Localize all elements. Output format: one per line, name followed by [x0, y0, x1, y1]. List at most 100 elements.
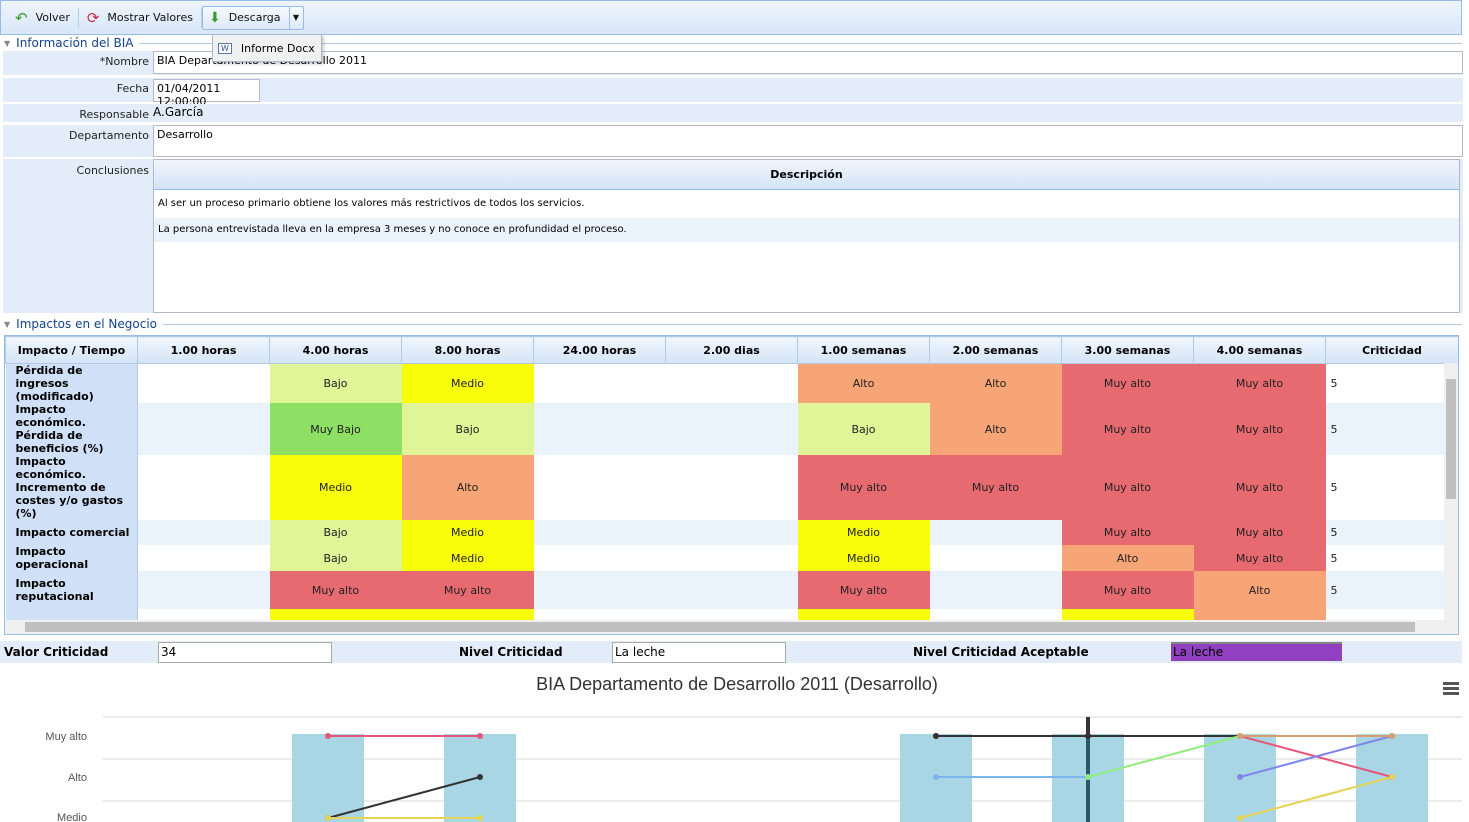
- table-row[interactable]: Impacto legalMedioMedioMedioMedioAlto: [5, 609, 1458, 620]
- impact-cell[interactable]: Medio: [269, 609, 402, 620]
- impacts-section-header[interactable]: ▼ Impactos en el Negocio: [4, 317, 1462, 331]
- nivel-criticidad-input[interactable]: La leche: [612, 642, 786, 663]
- conclusion-row[interactable]: La persona entrevistada lleva en la empr…: [154, 218, 1459, 242]
- impact-cell[interactable]: Bajo: [401, 403, 534, 455]
- impact-cell[interactable]: [534, 609, 666, 620]
- impact-cell[interactable]: Alto: [401, 455, 534, 520]
- back-button[interactable]: ↶ Volver: [15, 8, 70, 27]
- column-header[interactable]: 4.00 semanas: [1193, 336, 1326, 364]
- departamento-input[interactable]: Desarrollo: [153, 125, 1463, 157]
- impact-cell[interactable]: [666, 520, 798, 545]
- table-row[interactable]: Impacto operacional Bajo Medio Medio Alto Muy…: [5, 545, 1458, 571]
- impact-cell[interactable]: [666, 403, 798, 455]
- impact-cell[interactable]: Alto: [797, 363, 930, 403]
- impact-cell[interactable]: Medio: [401, 520, 534, 545]
- download-split-button[interactable]: ⬇ Descarga ▼: [201, 5, 304, 30]
- impact-cell[interactable]: [930, 520, 1062, 545]
- impact-cell[interactable]: [666, 364, 798, 404]
- impact-cell[interactable]: [138, 545, 270, 571]
- valor-criticidad-input[interactable]: 34: [158, 642, 332, 663]
- column-header[interactable]: 4.00 horas: [269, 336, 402, 364]
- conclusion-row[interactable]: Al ser un proceso primario obtiene los v…: [158, 198, 585, 209]
- table-row[interactable]: Impacto económico. Incremento de costes …: [5, 455, 1458, 520]
- impact-cell[interactable]: Muy alto: [1061, 571, 1194, 609]
- table-row[interactable]: Impacto reputacional Muy alto Muy alto Muy …: [5, 571, 1458, 609]
- menu-item-informe-docx[interactable]: W Informe Docx: [212, 34, 322, 62]
- impact-cell[interactable]: [138, 455, 270, 520]
- impact-cell[interactable]: Bajo: [269, 520, 402, 545]
- impact-cell[interactable]: [534, 571, 666, 609]
- impact-cell[interactable]: Muy alto: [1193, 455, 1326, 520]
- column-header[interactable]: 1.00 semanas: [797, 336, 930, 364]
- impact-cell[interactable]: Muy alto: [1193, 520, 1326, 545]
- impact-cell[interactable]: Bajo: [269, 363, 402, 403]
- impact-cell[interactable]: [666, 545, 798, 571]
- impact-cell[interactable]: Muy alto: [1061, 363, 1194, 403]
- impact-cell[interactable]: [930, 545, 1062, 571]
- impact-cell[interactable]: [666, 609, 798, 620]
- impact-cell[interactable]: Muy alto: [1061, 455, 1194, 520]
- table-row[interactable]: Impacto comercial Bajo Medio Medio Muy alto M…: [5, 520, 1458, 545]
- column-header[interactable]: Criticidad: [1325, 336, 1458, 364]
- fecha-input[interactable]: 01/04/2011 12:00:00: [153, 79, 260, 108]
- nombre-input[interactable]: BIA Departamento de Desarrollo 2011: [153, 51, 1463, 74]
- impact-cell[interactable]: [666, 455, 798, 520]
- horizontal-scrollbar[interactable]: [5, 620, 1458, 634]
- impact-cell[interactable]: Muy alto: [1193, 363, 1326, 403]
- impact-cell[interactable]: [138, 609, 270, 620]
- impact-cell[interactable]: Alto: [1061, 545, 1194, 571]
- impact-cell[interactable]: Medio: [401, 545, 534, 571]
- impact-cell[interactable]: [534, 520, 666, 545]
- impact-cell[interactable]: Alto: [1193, 609, 1326, 620]
- column-header[interactable]: 24.00 horas: [533, 336, 666, 364]
- impact-cell[interactable]: [138, 571, 270, 609]
- impact-cell[interactable]: Muy alto: [797, 571, 930, 609]
- impact-cell[interactable]: [534, 403, 666, 455]
- impact-cell[interactable]: Muy alto: [401, 571, 534, 609]
- impact-cell[interactable]: Medio: [797, 520, 930, 545]
- impact-cell[interactable]: Medio: [1061, 609, 1194, 620]
- impact-cell[interactable]: Medio: [401, 363, 534, 403]
- impact-cell[interactable]: Muy alto: [1193, 545, 1326, 571]
- impact-cell[interactable]: Alto: [929, 403, 1062, 455]
- impact-cell[interactable]: Muy alto: [1061, 403, 1194, 455]
- impact-cell[interactable]: Medio: [269, 455, 402, 520]
- impact-cell[interactable]: Bajo: [797, 403, 930, 455]
- impact-cell[interactable]: Muy Bajo: [269, 403, 402, 455]
- impact-name: Impacto económico. Pérdida de beneficios…: [5, 403, 138, 455]
- impact-cell[interactable]: [138, 403, 270, 455]
- column-header[interactable]: 8.00 horas: [401, 336, 534, 364]
- vertical-scrollbar[interactable]: [1444, 363, 1458, 620]
- impact-cell[interactable]: Bajo: [269, 545, 402, 571]
- table-row[interactable]: Pérdida de ingresos (modificado) Bajo Medi…: [5, 363, 1458, 404]
- column-header[interactable]: 2.00 dias: [665, 336, 798, 364]
- show-values-button[interactable]: ⟳ Mostrar Valores: [86, 8, 193, 27]
- impact-cell[interactable]: [138, 364, 270, 404]
- column-header[interactable]: 3.00 semanas: [1061, 336, 1194, 364]
- table-row[interactable]: Impacto económico. Pérdida de beneficios…: [5, 403, 1458, 455]
- column-header[interactable]: Impacto / Tiempo: [5, 336, 138, 364]
- chart-menu-icon[interactable]: [1443, 682, 1459, 695]
- impact-cell[interactable]: [534, 545, 666, 571]
- impact-cell[interactable]: [534, 455, 666, 520]
- impact-cell[interactable]: Muy alto: [269, 571, 402, 609]
- impact-cell[interactable]: Alto: [1193, 571, 1326, 609]
- impact-cell[interactable]: Alto: [929, 363, 1062, 403]
- impact-cell[interactable]: [534, 364, 666, 404]
- impact-cell[interactable]: Muy alto: [929, 455, 1062, 520]
- impact-cell[interactable]: Medio: [797, 609, 930, 620]
- impact-cell[interactable]: Muy alto: [1061, 520, 1194, 545]
- impact-cell[interactable]: Medio: [401, 609, 534, 620]
- impact-cell[interactable]: [666, 571, 798, 609]
- column-header[interactable]: 1.00 horas: [137, 336, 270, 364]
- impact-cell[interactable]: Medio: [797, 545, 930, 571]
- impact-cell[interactable]: [138, 520, 270, 545]
- column-header[interactable]: 2.00 semanas: [929, 336, 1062, 364]
- impact-cell[interactable]: Muy alto: [1193, 403, 1326, 455]
- impact-cell[interactable]: [930, 571, 1062, 609]
- impact-cell[interactable]: [930, 609, 1062, 620]
- impact-cell[interactable]: Muy alto: [797, 455, 930, 520]
- chevron-down-icon[interactable]: ▼: [288, 6, 303, 29]
- descripcion-header[interactable]: Descripción: [154, 160, 1459, 190]
- info-section-header[interactable]: ▼ Información del BIA: [4, 36, 1462, 50]
